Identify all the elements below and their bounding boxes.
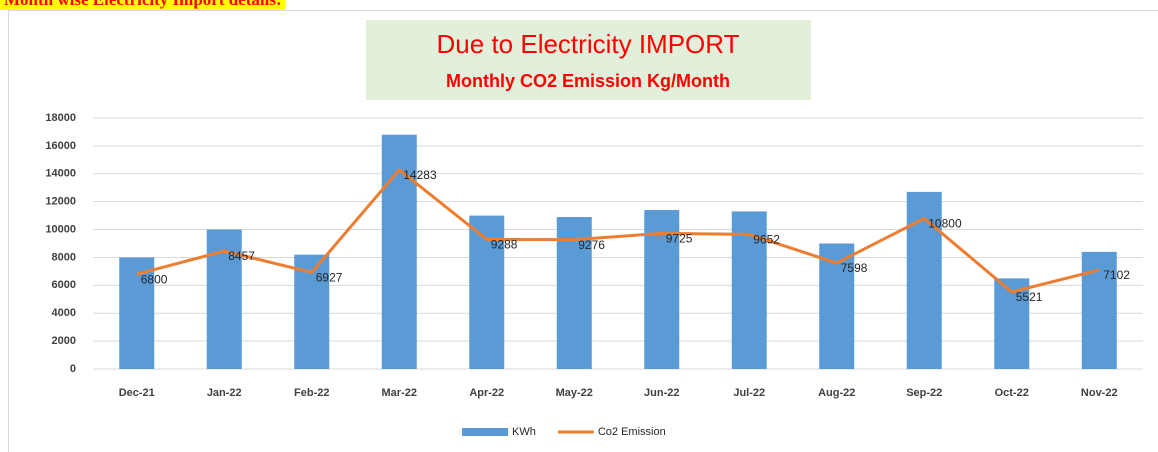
data-label: 8457 [228, 249, 255, 263]
x-tick-label: Sep-22 [906, 387, 942, 399]
header-title: Month wise Electricity Import details: [4, 0, 282, 9]
bar [381, 134, 417, 369]
bar [556, 217, 592, 369]
bar [644, 210, 680, 369]
x-tick-label: Apr-22 [469, 387, 504, 399]
x-tick-label: Aug-22 [818, 387, 855, 399]
x-tick-label: Nov-22 [1081, 387, 1118, 399]
title-box [366, 20, 811, 100]
data-label: 9725 [666, 232, 693, 246]
line [136, 168, 1100, 294]
y-tick-label: 10000 [45, 223, 76, 235]
data-label: 6800 [141, 272, 168, 286]
x-tick-label: Feb-22 [294, 387, 329, 399]
header-highlight [0, 0, 285, 10]
x-tick-label: Jul-22 [733, 387, 765, 399]
bar [906, 191, 942, 369]
data-label: 7598 [841, 261, 868, 275]
data-label: 6927 [316, 271, 343, 285]
x-tick-label: Jun-22 [644, 387, 679, 399]
data-label: 5521 [1016, 290, 1043, 304]
data-label: 9288 [491, 238, 518, 252]
x-tick-label: Jan-22 [207, 387, 242, 399]
chart-frame [8, 10, 1158, 452]
chart-title: Due to Electricity IMPORT [437, 29, 740, 59]
data-label: 9652 [753, 233, 780, 247]
x-tick-label: Mar-22 [382, 387, 417, 399]
x-tick-label: Dec-21 [119, 387, 155, 399]
x-tick-label: May-22 [556, 387, 593, 399]
y-tick-label: 0 [70, 363, 76, 375]
data-label: 7102 [1103, 268, 1130, 282]
x-tick-label: Oct-22 [995, 387, 1029, 399]
y-tick-label: 18000 [45, 112, 76, 124]
y-tick-label: 12000 [45, 196, 76, 208]
y-tick-label: 14000 [45, 168, 76, 180]
y-tick-label: 4000 [52, 307, 76, 319]
y-tick-label: 16000 [45, 140, 76, 152]
data-label: 14283 [403, 168, 437, 182]
y-tick-label: 2000 [52, 335, 76, 347]
bar [119, 257, 155, 369]
legend-label: KWh [512, 426, 536, 438]
data-label: 10800 [928, 217, 962, 231]
y-tick-label: 8000 [52, 251, 76, 263]
legend-label: Co2 Emission [598, 426, 666, 438]
data-label: 9276 [578, 238, 605, 252]
chart-subtitle: Monthly CO2 Emission Kg/Month [446, 71, 730, 91]
legend-swatch [462, 428, 508, 436]
y-tick-label: 6000 [52, 279, 76, 291]
bar [469, 215, 505, 369]
